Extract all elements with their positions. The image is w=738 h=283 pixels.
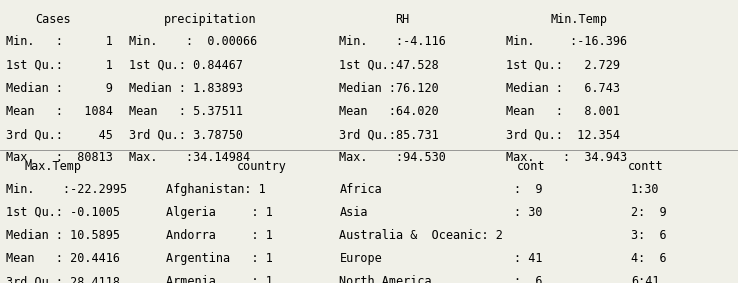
Text: Armenia     : 1: Armenia : 1: [166, 275, 273, 283]
Text: Max.   :  80813: Max. : 80813: [6, 151, 113, 164]
Text: 1st Qu.:   2.729: 1st Qu.: 2.729: [506, 59, 619, 72]
Text: Mean   : 5.37511: Mean : 5.37511: [129, 105, 243, 118]
Text: Min.    :  0.00066: Min. : 0.00066: [129, 35, 258, 48]
Text: Andorra     : 1: Andorra : 1: [166, 229, 273, 242]
Text: Min.Temp: Min.Temp: [551, 13, 608, 26]
Text: contt: contt: [628, 160, 663, 173]
Text: 3rd Qu.: 3.78750: 3rd Qu.: 3.78750: [129, 128, 243, 141]
Text: country: country: [237, 160, 287, 173]
Text: Mean   :   1084: Mean : 1084: [6, 105, 113, 118]
Text: Median :      9: Median : 9: [6, 82, 113, 95]
Text: 4:  6: 4: 6: [631, 252, 666, 265]
Text: Median :76.120: Median :76.120: [339, 82, 439, 95]
Text: Median :   6.743: Median : 6.743: [506, 82, 619, 95]
Text: Median : 10.5895: Median : 10.5895: [6, 229, 120, 242]
Text: 1st Qu.:      1: 1st Qu.: 1: [6, 59, 113, 72]
Text: 2:  9: 2: 9: [631, 206, 666, 219]
Text: Max.    :34.14984: Max. :34.14984: [129, 151, 250, 164]
Text: 3rd Qu.:  12.354: 3rd Qu.: 12.354: [506, 128, 619, 141]
Text: 1st Qu.: 0.84467: 1st Qu.: 0.84467: [129, 59, 243, 72]
Text: Min.   :      1: Min. : 1: [6, 35, 113, 48]
Text: Min.    :-4.116: Min. :-4.116: [339, 35, 446, 48]
Text: 3rd Qu.:     45: 3rd Qu.: 45: [6, 128, 113, 141]
Text: Mean   :64.020: Mean :64.020: [339, 105, 439, 118]
Text: North America: North America: [339, 275, 432, 283]
Text: Max.    :  34.943: Max. : 34.943: [506, 151, 627, 164]
Text: RH: RH: [395, 13, 410, 26]
Text: Max.    :94.530: Max. :94.530: [339, 151, 446, 164]
Text: precipitation: precipitation: [164, 13, 257, 26]
Text: 3rd Qu.: 28.4118: 3rd Qu.: 28.4118: [6, 275, 120, 283]
Text: Mean   : 20.4416: Mean : 20.4416: [6, 252, 120, 265]
Text: Algeria     : 1: Algeria : 1: [166, 206, 273, 219]
Text: Cases: Cases: [35, 13, 71, 26]
Text: Europe: Europe: [339, 252, 382, 265]
Text: Max.Temp: Max.Temp: [24, 160, 82, 173]
Text: cont: cont: [517, 160, 545, 173]
Text: :  9: : 9: [514, 183, 542, 196]
Text: 1:30: 1:30: [631, 183, 660, 196]
Text: Africa: Africa: [339, 183, 382, 196]
Text: : 41: : 41: [514, 252, 542, 265]
Text: 1st Qu.: -0.1005: 1st Qu.: -0.1005: [6, 206, 120, 219]
Text: Afghanistan: 1: Afghanistan: 1: [166, 183, 266, 196]
Text: Median : 1.83893: Median : 1.83893: [129, 82, 243, 95]
Text: 6:41: 6:41: [631, 275, 660, 283]
Text: Argentina   : 1: Argentina : 1: [166, 252, 273, 265]
Text: 3:  6: 3: 6: [631, 229, 666, 242]
Text: Min.    :-22.2995: Min. :-22.2995: [6, 183, 127, 196]
Text: Mean   :   8.001: Mean : 8.001: [506, 105, 619, 118]
Text: : 30: : 30: [514, 206, 542, 219]
Text: 3rd Qu.:85.731: 3rd Qu.:85.731: [339, 128, 439, 141]
Text: Australia &  Oceanic: 2: Australia & Oceanic: 2: [339, 229, 503, 242]
Text: 1st Qu.:47.528: 1st Qu.:47.528: [339, 59, 439, 72]
Text: :  6: : 6: [514, 275, 542, 283]
Text: Min.     :-16.396: Min. :-16.396: [506, 35, 627, 48]
Text: Asia: Asia: [339, 206, 368, 219]
